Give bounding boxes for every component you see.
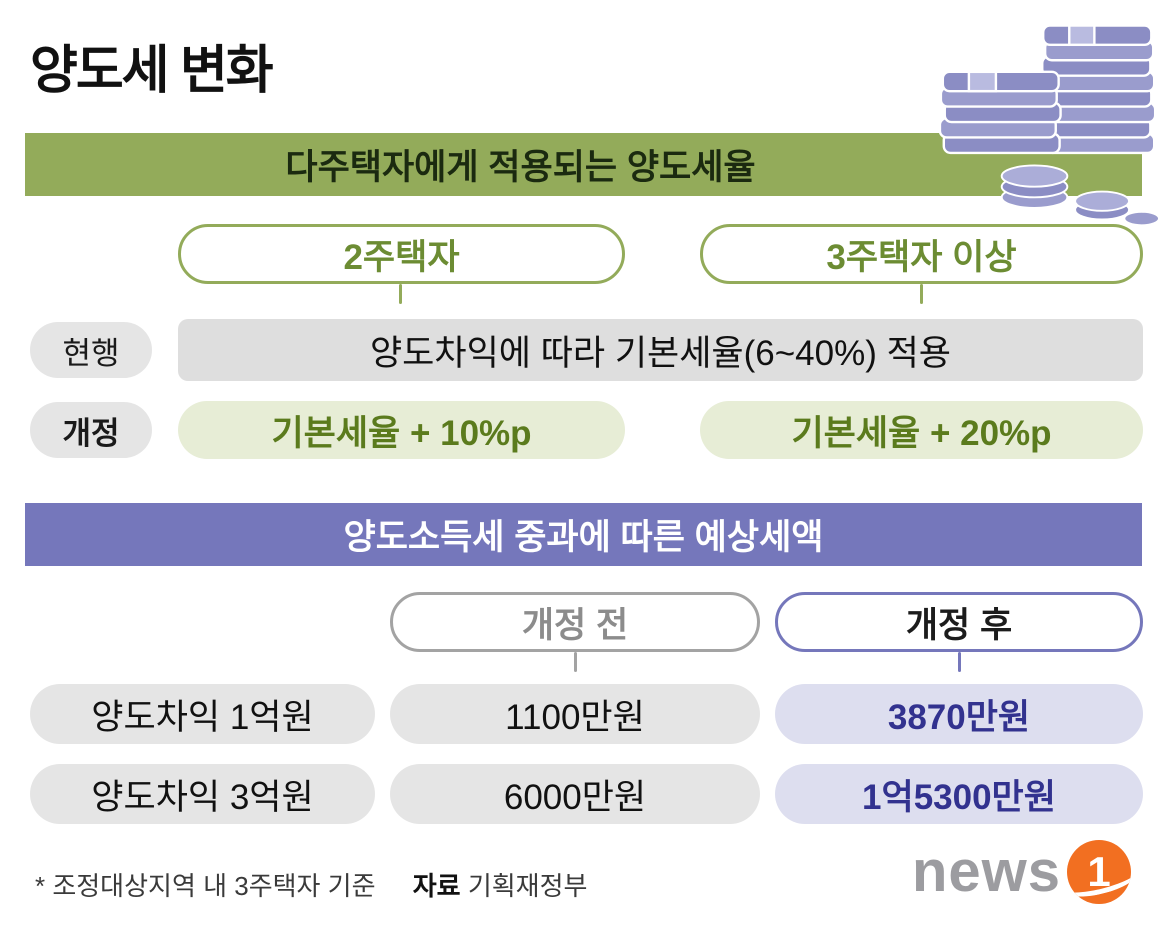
connector-tick-3homes <box>920 284 923 304</box>
section2-header-banner: 양도소득세 중과에 따른 예상세액 <box>25 503 1142 566</box>
current-rule-text: 양도차익에 따라 기본세율(6~40%) 적용 <box>369 333 952 373</box>
revised-rate-2homes-pill: 기본세율 + 10%p <box>178 401 625 459</box>
row-label-revised: 개정 <box>30 402 152 458</box>
column-pill-after: 개정 후 <box>775 592 1143 652</box>
news1-logo-circle-icon: 1 <box>1067 840 1132 904</box>
bill-stack-front <box>938 70 1062 155</box>
bill-stack-back <box>1041 24 1157 155</box>
section1-header-banner: 다주택자에게 적용되는 양도세율 <box>25 133 1142 196</box>
news1-logo: news 1 <box>912 839 1132 904</box>
page-title: 양도세 변화 <box>30 42 274 100</box>
row-label-revised-text: 개정 <box>62 415 120 451</box>
source-label: 자료 <box>412 871 461 901</box>
revised-rate-3homes: 기본세율 + 20%p <box>791 413 1052 453</box>
column-pill-3homes: 3주택자 이상 <box>700 224 1143 284</box>
column-label-before: 개정 전 <box>521 605 629 645</box>
column-pill-2homes: 2주택자 <box>178 224 625 284</box>
news1-logo-text: news <box>912 839 1062 904</box>
row1-after-text: 3870만원 <box>887 697 1031 737</box>
row-label-current: 현행 <box>30 322 152 378</box>
row1-before-text: 1100만원 <box>505 697 645 737</box>
column-pill-before: 개정 전 <box>390 592 760 652</box>
connector-tick-before <box>574 652 577 672</box>
row2-after-text: 1억5300만원 <box>862 777 1056 817</box>
source-value: 기획재정부 <box>467 871 588 901</box>
table-row-label: 양도차익 1억원 <box>30 684 375 744</box>
row2-label-text: 양도차익 3억원 <box>91 777 314 817</box>
table-row-label: 양도차익 3억원 <box>30 764 375 824</box>
section1-title: 다주택자에게 적용되는 양도세율 <box>285 148 756 187</box>
footnote-note: * 조정대상지역 내 3주택자 기준 <box>35 871 376 901</box>
revised-rate-3homes-pill: 기본세율 + 20%p <box>700 401 1143 459</box>
row2-before-text: 6000만원 <box>503 777 647 817</box>
current-rule-bar: 양도차익에 따라 기본세율(6~40%) 적용 <box>178 319 1143 381</box>
revised-rate-2homes: 기본세율 + 10%p <box>271 413 532 453</box>
row2-after-value: 1억5300만원 <box>775 764 1143 824</box>
column-label-after: 개정 후 <box>905 605 1013 645</box>
row-label-current-text: 현행 <box>62 335 120 371</box>
news1-logo-number: 1 <box>1087 848 1111 895</box>
section2-title: 양도소득세 중과에 따른 예상세액 <box>343 518 824 557</box>
row2-before-value: 6000만원 <box>390 764 760 824</box>
connector-tick-after <box>958 652 961 672</box>
money-stack-illustration <box>938 24 1160 227</box>
footnote: * 조정대상지역 내 3주택자 기준 자료 기획재정부 <box>35 866 587 903</box>
row1-after-value: 3870만원 <box>775 684 1143 744</box>
coin-stacks <box>1000 164 1160 227</box>
connector-tick-2homes <box>399 284 402 304</box>
column-label-3homes: 3주택자 이상 <box>826 237 1017 277</box>
row1-before-value: 1100만원 <box>390 684 760 744</box>
column-label-2homes: 2주택자 <box>343 237 460 277</box>
row1-label-text: 양도차익 1억원 <box>91 697 314 737</box>
